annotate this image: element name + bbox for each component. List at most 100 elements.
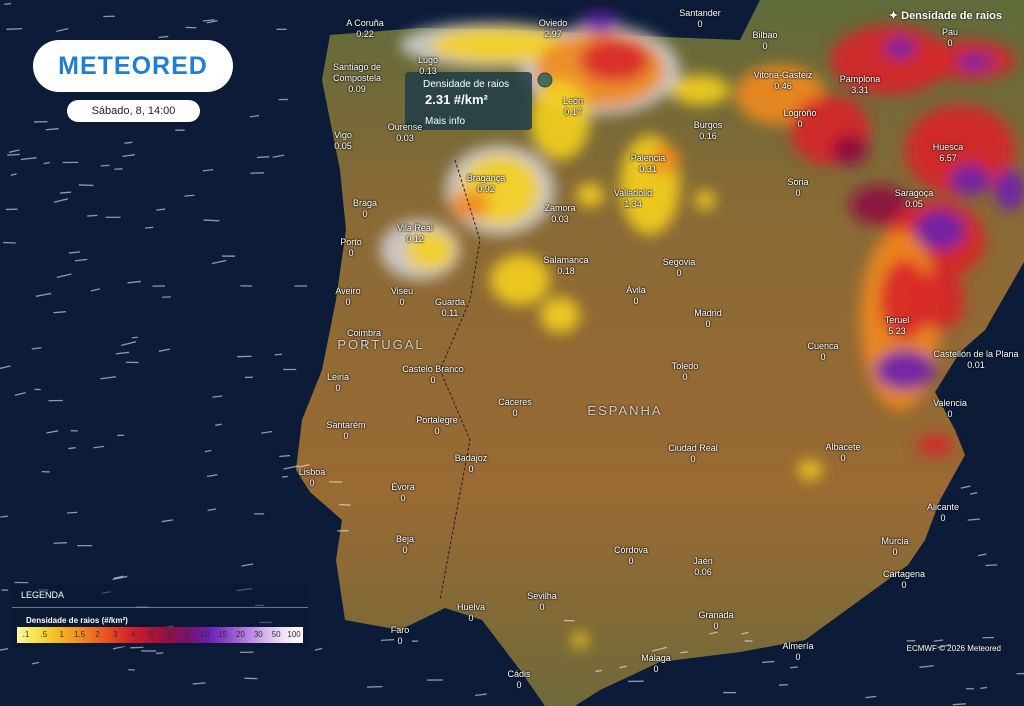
city-value: 0 — [434, 426, 440, 436]
wind-streak — [46, 430, 59, 434]
wind-streak — [256, 156, 270, 159]
city-label: Salamanca 0.18 — [543, 255, 588, 277]
border — [439, 159, 481, 601]
city-name: Granada — [698, 610, 734, 620]
wind-streak — [272, 154, 285, 158]
city-label: Lisboa 0 — [299, 467, 326, 489]
city-name: Almería — [782, 641, 814, 651]
city-value: 0 — [468, 613, 474, 623]
wind-streak — [207, 508, 216, 512]
date-label[interactable]: Sábado, 8, 14:00 — [67, 100, 200, 122]
city-label: Porto 0 — [340, 237, 362, 259]
storm-cell — [695, 190, 715, 210]
city-name: Braga — [352, 198, 378, 208]
city-name: Guarda — [434, 297, 466, 307]
city-name: Madrid — [694, 308, 722, 318]
city-name: Soria — [787, 177, 809, 187]
legend-tick: 1 — [59, 630, 64, 639]
city-label: Beja 0 — [396, 534, 414, 556]
city-value: 0.06 — [694, 567, 712, 577]
city-name: Vigo — [334, 130, 352, 140]
wind-streak — [0, 365, 11, 370]
logo[interactable]: METEORED — [33, 40, 233, 92]
legend-tick: 8 — [184, 630, 190, 639]
city-value: 0 — [362, 209, 368, 219]
city-value: 0 — [345, 297, 351, 307]
wind-streak — [10, 173, 17, 176]
city-name: Bilbao — [752, 30, 778, 40]
city-name: Valladolid — [613, 188, 653, 198]
city-name: Cádis — [507, 669, 531, 679]
storm-cell — [450, 190, 490, 220]
city-value: 0 — [940, 513, 946, 523]
wind-streak — [184, 194, 195, 197]
city-label: Alicante 0 — [927, 502, 959, 524]
city-label: Oviedo 2.97 — [539, 18, 568, 40]
city-name: Cartagena — [882, 569, 926, 579]
storm-cell — [530, 80, 590, 160]
city-value: 0 — [705, 319, 711, 329]
city-name: Ávila — [626, 285, 646, 295]
city-name: Córdova — [613, 545, 649, 555]
wind-streak — [249, 114, 260, 118]
city-label: Almería 0 — [782, 641, 813, 663]
storm-cell — [650, 145, 680, 175]
wind-streak — [475, 693, 487, 697]
city-value: 0 — [653, 664, 659, 674]
city-value: 0.01 — [967, 360, 985, 370]
city-name: Alicante — [926, 502, 960, 512]
city-value: 0 — [309, 478, 315, 488]
wind-streak — [279, 454, 291, 458]
wind-streak — [121, 341, 137, 347]
wind-streak — [68, 447, 76, 450]
wind-streak — [131, 336, 138, 339]
wind-streak — [100, 164, 110, 167]
city-value: 3.31 — [851, 85, 869, 95]
storm-cell — [576, 183, 604, 207]
storm-cell — [830, 25, 950, 95]
city-name: León — [562, 96, 584, 106]
legend: LEGENDA Densidade de raios (#/km²) .1 .5 1… — [12, 583, 308, 647]
wind-streak — [709, 631, 718, 635]
wind-streak — [203, 219, 220, 222]
tooltip-value: 2.31 #/km² — [425, 92, 488, 107]
wind-streak — [90, 288, 100, 292]
wind-streak — [960, 485, 971, 489]
legend-tick: 5 — [148, 630, 154, 639]
wind-streak — [202, 19, 215, 22]
wind-streak — [7, 153, 20, 156]
legend-tick: .1 — [22, 630, 30, 639]
city-label: Vila Real 0.12 — [397, 223, 433, 245]
city-name: Pamplona — [839, 74, 881, 84]
city-name: Valencia — [933, 398, 967, 408]
wind-streak — [6, 27, 23, 30]
city-name: Faro — [390, 625, 410, 635]
city-label: Portalegre 0 — [416, 415, 458, 437]
city-name: Oviedo — [538, 18, 568, 28]
city-value: 0.92 — [477, 184, 495, 194]
city-name: Santander — [679, 8, 721, 18]
wind-streak — [281, 475, 288, 478]
wind-streak — [967, 518, 980, 521]
legend-tick: 10 — [200, 630, 210, 639]
wind-streak — [215, 423, 222, 427]
legend-title: LEGENDA — [21, 590, 65, 600]
tooltip-title: Densidade de raios — [423, 79, 510, 90]
city-name: Murcia — [881, 536, 909, 546]
legend-divider — [12, 607, 308, 608]
layer-label[interactable]: ✦ Densidade de raios — [888, 10, 1002, 22]
city-name: Badajoz — [454, 453, 488, 463]
layer-name[interactable]: Densidade de raios — [901, 10, 1002, 22]
storm-cell — [430, 27, 570, 63]
wind-streak — [977, 553, 987, 557]
city-name: Portalegre — [416, 415, 458, 425]
city-label: Cartagena 0 — [883, 569, 925, 591]
wind-streak — [0, 515, 9, 518]
wind-streak — [206, 20, 218, 24]
city-value: 0.16 — [699, 131, 717, 141]
city-value: 0.13 — [419, 66, 437, 76]
city-label: León 0.17 — [563, 96, 583, 118]
legend-tick: 6 — [166, 630, 172, 639]
tooltip-link[interactable]: Mais info — [425, 116, 466, 127]
